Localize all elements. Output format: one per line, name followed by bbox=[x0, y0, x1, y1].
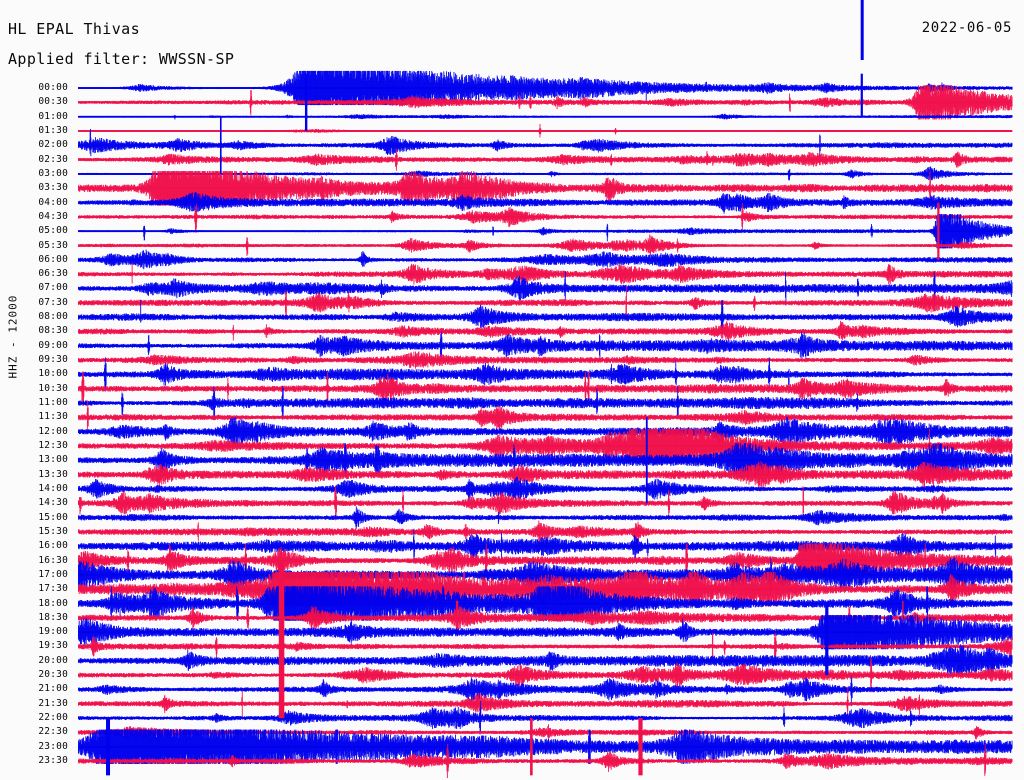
station-title: HL EPAL Thivas bbox=[8, 20, 141, 38]
time-axis-label: 22:30 bbox=[38, 726, 68, 738]
time-axis-label: 07:00 bbox=[38, 282, 68, 294]
time-axis-label: 01:00 bbox=[38, 110, 68, 122]
time-axis-label: 20:00 bbox=[38, 654, 68, 666]
time-axis-label: 01:30 bbox=[38, 124, 68, 136]
time-axis-label: 23:30 bbox=[38, 755, 68, 767]
time-axis-label: 09:30 bbox=[38, 354, 68, 366]
time-axis-label: 23:00 bbox=[38, 740, 68, 752]
time-axis-label: 12:30 bbox=[38, 440, 68, 451]
time-axis-label: 13:30 bbox=[38, 468, 68, 480]
time-axis-label: 19:00 bbox=[38, 626, 68, 638]
record-date: 2022-06-05 bbox=[921, 20, 1012, 36]
time-axis-label: 16:30 bbox=[38, 554, 68, 566]
time-axis-label: 21:00 bbox=[38, 683, 68, 695]
time-axis: 00:00 00:30 01:00 01:30 02:00 02:30 03:00 03:30… bbox=[0, 0, 78, 780]
time-axis-label: 16:00 bbox=[38, 540, 68, 552]
time-axis-label: 18:00 bbox=[38, 597, 68, 609]
time-axis-label: 11:00 bbox=[38, 397, 68, 409]
time-axis-label: 15:30 bbox=[38, 525, 68, 537]
time-axis-label: 07:30 bbox=[38, 296, 68, 308]
time-axis-label: 11:30 bbox=[38, 411, 68, 423]
time-axis-label: 06:00 bbox=[38, 253, 68, 265]
time-axis-label: 18:30 bbox=[38, 611, 68, 623]
time-axis-label: 10:30 bbox=[38, 382, 68, 394]
time-axis-label: 17:30 bbox=[38, 583, 68, 595]
time-axis-label: 05:00 bbox=[38, 225, 68, 237]
time-axis-label: 17:00 bbox=[38, 568, 68, 580]
time-axis-label: 00:00 bbox=[38, 82, 68, 93]
time-axis-label: 02:00 bbox=[38, 139, 68, 151]
time-axis-label: 15:00 bbox=[38, 511, 68, 523]
time-axis-label: 02:30 bbox=[38, 153, 68, 165]
time-axis-label: 06:30 bbox=[38, 268, 68, 280]
time-axis-label: 12:00 bbox=[38, 425, 68, 437]
time-axis-label: 21:30 bbox=[38, 697, 68, 709]
time-axis-label: 08:30 bbox=[38, 325, 68, 337]
time-axis-label: 03:00 bbox=[38, 167, 68, 179]
time-axis-label: 22:00 bbox=[38, 712, 68, 724]
time-axis-label: 19:30 bbox=[38, 640, 68, 652]
time-axis-label: 13:00 bbox=[38, 454, 68, 466]
time-axis-label: 04:30 bbox=[38, 210, 68, 222]
time-axis-label: 14:00 bbox=[38, 482, 68, 494]
time-axis-label: 00:30 bbox=[38, 96, 68, 108]
filter-label: Applied filter: WWSSN-SP bbox=[8, 50, 235, 68]
time-axis-label: 05:30 bbox=[38, 239, 68, 251]
time-axis-label: 10:00 bbox=[38, 368, 68, 380]
time-axis-label: 20:30 bbox=[38, 669, 68, 681]
time-axis-label: 14:30 bbox=[38, 497, 68, 509]
time-axis-label: 08:00 bbox=[38, 311, 68, 323]
time-axis-label: 04:00 bbox=[38, 196, 68, 208]
time-axis-label: 03:30 bbox=[38, 182, 68, 194]
time-axis-label: 09:00 bbox=[38, 339, 68, 351]
